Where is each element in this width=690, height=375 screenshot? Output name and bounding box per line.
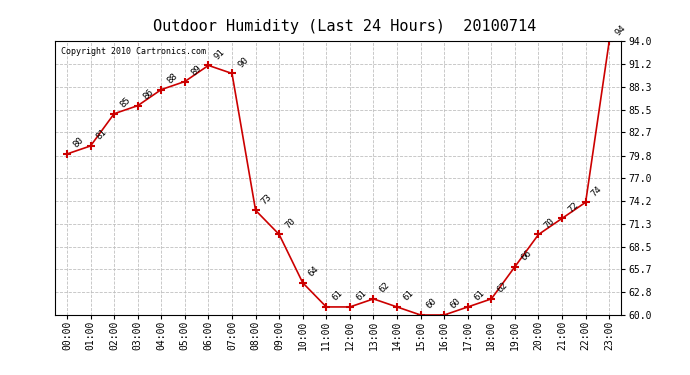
Text: 66: 66 bbox=[519, 249, 533, 262]
Text: 91: 91 bbox=[213, 47, 226, 61]
Text: 60: 60 bbox=[448, 297, 462, 311]
Text: 86: 86 bbox=[142, 87, 156, 102]
Text: 80: 80 bbox=[71, 136, 85, 150]
Text: 60: 60 bbox=[425, 297, 439, 311]
Text: 61: 61 bbox=[331, 289, 344, 303]
Text: 61: 61 bbox=[401, 289, 415, 303]
Text: 73: 73 bbox=[259, 192, 274, 206]
Text: 64: 64 bbox=[307, 265, 321, 279]
Text: Outdoor Humidity (Last 24 Hours)  20100714: Outdoor Humidity (Last 24 Hours) 2010071… bbox=[153, 19, 537, 34]
Text: 74: 74 bbox=[590, 184, 604, 198]
Text: Copyright 2010 Cartronics.com: Copyright 2010 Cartronics.com bbox=[61, 47, 206, 56]
Text: 89: 89 bbox=[189, 63, 203, 77]
Text: 72: 72 bbox=[566, 200, 580, 214]
Text: 62: 62 bbox=[377, 281, 392, 295]
Text: 94: 94 bbox=[613, 23, 627, 37]
Text: 70: 70 bbox=[284, 216, 297, 230]
Text: 61: 61 bbox=[472, 289, 486, 303]
Text: 88: 88 bbox=[166, 71, 179, 86]
Text: 61: 61 bbox=[354, 289, 368, 303]
Text: 70: 70 bbox=[542, 216, 557, 230]
Text: 62: 62 bbox=[495, 281, 509, 295]
Text: 81: 81 bbox=[95, 128, 109, 142]
Text: 85: 85 bbox=[118, 96, 132, 109]
Text: 90: 90 bbox=[236, 56, 250, 69]
